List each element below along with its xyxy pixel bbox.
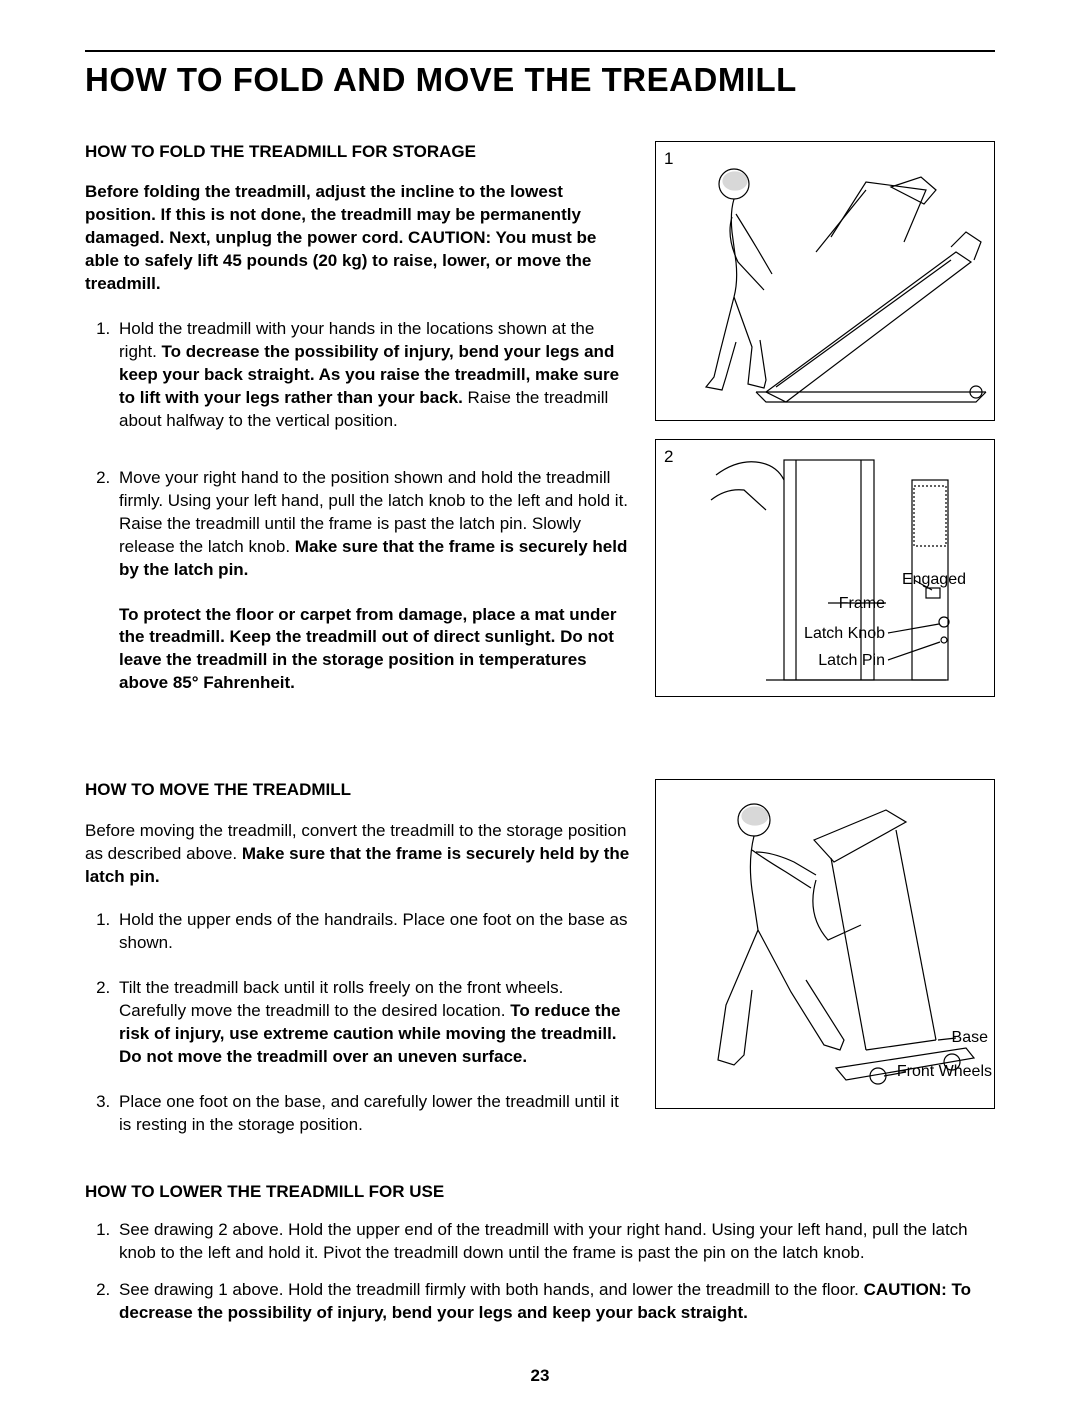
fold-steps: Hold the treadmill with your hands in th… bbox=[85, 318, 631, 695]
step-text: Tilt the treadmill back until it rolls f… bbox=[119, 978, 563, 1020]
label-base: Base bbox=[952, 1029, 989, 1046]
figure-1: 1 bbox=[655, 141, 995, 421]
lower-steps: See drawing 2 above. Hold the upper end … bbox=[85, 1219, 995, 1325]
lower-section: HOW TO LOWER THE TREADMILL FOR USE See d… bbox=[85, 1181, 995, 1326]
list-item: Hold the treadmill with your hands in th… bbox=[115, 318, 631, 433]
fold-section: HOW TO FOLD THE TREADMILL FOR STORAGE Be… bbox=[85, 141, 995, 718]
move-intro: Before moving the treadmill, convert the… bbox=[85, 820, 631, 889]
move-heading: HOW TO MOVE THE TREADMILL bbox=[85, 779, 631, 802]
figure-1-svg bbox=[656, 142, 996, 422]
step-para2: To protect the floor or carpet from dama… bbox=[119, 604, 631, 696]
fold-left-col: HOW TO FOLD THE TREADMILL FOR STORAGE Be… bbox=[85, 141, 631, 718]
move-section: HOW TO MOVE THE TREADMILL Before moving … bbox=[85, 779, 995, 1158]
list-item: See drawing 2 above. Hold the upper end … bbox=[115, 1219, 995, 1265]
fold-right-col: 1 bbox=[655, 141, 995, 718]
label-front-wheels: Front Wheels bbox=[897, 1063, 992, 1080]
move-steps: Hold the upper ends of the handrails. Pl… bbox=[85, 909, 631, 1137]
figure-number: 1 bbox=[664, 148, 673, 171]
list-item: See drawing 1 above. Hold the treadmill … bbox=[115, 1279, 995, 1325]
list-item: Move your right hand to the position sho… bbox=[115, 467, 631, 695]
step-text: See drawing 1 above. Hold the treadmill … bbox=[119, 1280, 864, 1299]
fold-heading: HOW TO FOLD THE TREADMILL FOR STORAGE bbox=[85, 141, 631, 164]
page-number: 23 bbox=[85, 1365, 995, 1388]
list-item: Hold the upper ends of the handrails. Pl… bbox=[115, 909, 631, 955]
figure-number: 2 bbox=[664, 446, 673, 469]
label-latch-knob: Latch Knob bbox=[804, 625, 885, 642]
fold-intro: Before folding the treadmill, adjust the… bbox=[85, 181, 631, 296]
page-title: HOW TO FOLD AND MOVE THE TREADMILL bbox=[85, 58, 995, 103]
top-rule bbox=[85, 50, 995, 52]
figure-2: 2 bbox=[655, 439, 995, 697]
list-item: Place one foot on the base, and carefull… bbox=[115, 1091, 631, 1137]
label-latch-pin: Latch Pin bbox=[818, 652, 885, 669]
move-left-col: HOW TO MOVE THE TREADMILL Before moving … bbox=[85, 779, 631, 1158]
figure-2-svg: Engaged Frame Latch Knob Latch Pin bbox=[656, 440, 996, 698]
figure-3: Base Front Wheels bbox=[655, 779, 995, 1109]
list-item: Tilt the treadmill back until it rolls f… bbox=[115, 977, 631, 1069]
lower-heading: HOW TO LOWER THE TREADMILL FOR USE bbox=[85, 1181, 995, 1204]
figure-3-svg: Base Front Wheels bbox=[656, 780, 996, 1110]
label-engaged: Engaged bbox=[902, 571, 966, 588]
label-frame: Frame bbox=[839, 595, 885, 612]
move-right-col: Base Front Wheels bbox=[655, 779, 995, 1158]
